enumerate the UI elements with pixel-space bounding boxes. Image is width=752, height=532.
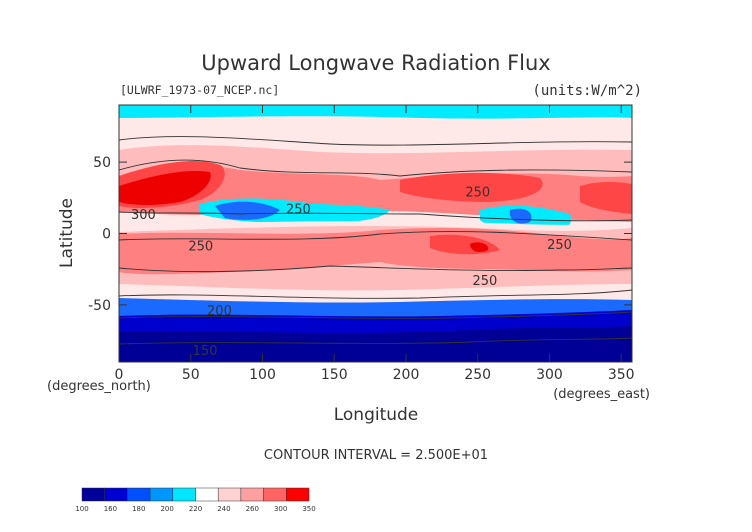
colorbar-level-label: 200 xyxy=(160,505,173,513)
colorbar-swatch xyxy=(286,487,310,502)
colorbar-level-label: 300 xyxy=(274,505,287,513)
units-label: (units:W/m^2) xyxy=(532,83,642,99)
y-tick-label: -50 xyxy=(88,298,111,314)
colorbar: 100 160 180 200 220 240 260 300 350 xyxy=(75,487,316,513)
contour-label: 300 xyxy=(131,208,156,223)
contour-label: 250 xyxy=(188,240,213,255)
x-tick-label: 100 xyxy=(249,367,276,383)
contour-line xyxy=(119,337,632,345)
plot-area: 250 300 250 250 250 250 200 150 150 150 xyxy=(119,105,632,402)
contour-label: 200 xyxy=(207,304,232,319)
colorbar-swatch xyxy=(149,487,174,502)
x-tick-label: 0 xyxy=(115,367,124,383)
file-label: [ULWRF_1973-07_NCEP.nc] xyxy=(120,83,279,97)
colorbar-level-label: 180 xyxy=(132,505,145,513)
contour-label: 150 xyxy=(193,344,218,359)
colorbar-swatch xyxy=(240,487,264,502)
colorbar-swatch xyxy=(104,487,128,502)
x-axis: 0 50 100 150 200 250 300 350 xyxy=(115,105,635,383)
field-cool-tropics-asia xyxy=(215,201,280,220)
y-tick-label: 50 xyxy=(93,155,111,171)
colorbar-level-label: 220 xyxy=(189,505,202,513)
colorbar-swatch xyxy=(127,487,151,502)
x-tick-label: 300 xyxy=(536,367,563,383)
x-tick-label: 350 xyxy=(608,367,635,383)
field-very-cold-south xyxy=(119,326,632,362)
colorbar-level-label: 100 xyxy=(75,505,88,513)
contour-labels: 250 300 250 250 250 250 200 150 150 150 xyxy=(131,185,576,402)
field-very-hot-south xyxy=(470,242,489,252)
contour-line xyxy=(119,311,632,319)
colorbar-swatch xyxy=(263,487,287,502)
field-very-hot-north xyxy=(119,170,211,205)
chart-title: Upward Longwave Radiation Flux xyxy=(201,51,550,75)
contour-lines xyxy=(119,136,632,345)
contour-line xyxy=(119,136,632,146)
contour-label: 250 xyxy=(547,238,572,253)
contour-label: 150 xyxy=(178,387,203,402)
field-hot-north-east xyxy=(580,182,632,214)
colorbar-swatch xyxy=(81,487,105,502)
x-tick-label: 200 xyxy=(393,367,420,383)
contour-line xyxy=(119,231,632,241)
contour-label: 150 xyxy=(551,361,576,376)
y-unit-label: (degrees_north) xyxy=(47,379,151,394)
x-axis-label: Longitude xyxy=(334,405,419,425)
colorbar-swatch xyxy=(195,487,219,502)
x-tick-label: 50 xyxy=(182,367,200,383)
contour-line xyxy=(119,159,632,177)
contour-line xyxy=(119,211,632,222)
contour-interval-label: CONTOUR INTERVAL = 2.500E+01 xyxy=(264,448,488,463)
y-axis: -50 0 50 xyxy=(88,155,632,314)
contour-line xyxy=(119,289,632,299)
x-unit-label: (degrees_east) xyxy=(553,387,650,402)
y-tick-label: 0 xyxy=(102,227,111,243)
colorbar-level-label: 350 xyxy=(302,505,315,513)
contour-line xyxy=(119,265,632,273)
colorbar-level-label: 240 xyxy=(217,505,230,513)
colorbar-level-label: 260 xyxy=(246,505,259,513)
contour-label: 250 xyxy=(465,185,490,200)
x-tick-label: 250 xyxy=(464,367,491,383)
y-axis-label: Latitude xyxy=(57,198,77,268)
colorbar-swatch xyxy=(217,487,242,502)
contour-label: 250 xyxy=(286,203,311,218)
colorbar-level-label: 160 xyxy=(104,505,117,513)
field-hot-north-america xyxy=(400,172,543,202)
x-tick-label: 150 xyxy=(321,367,348,383)
contour-label: 250 xyxy=(473,274,498,289)
colorbar-swatch xyxy=(172,487,196,502)
